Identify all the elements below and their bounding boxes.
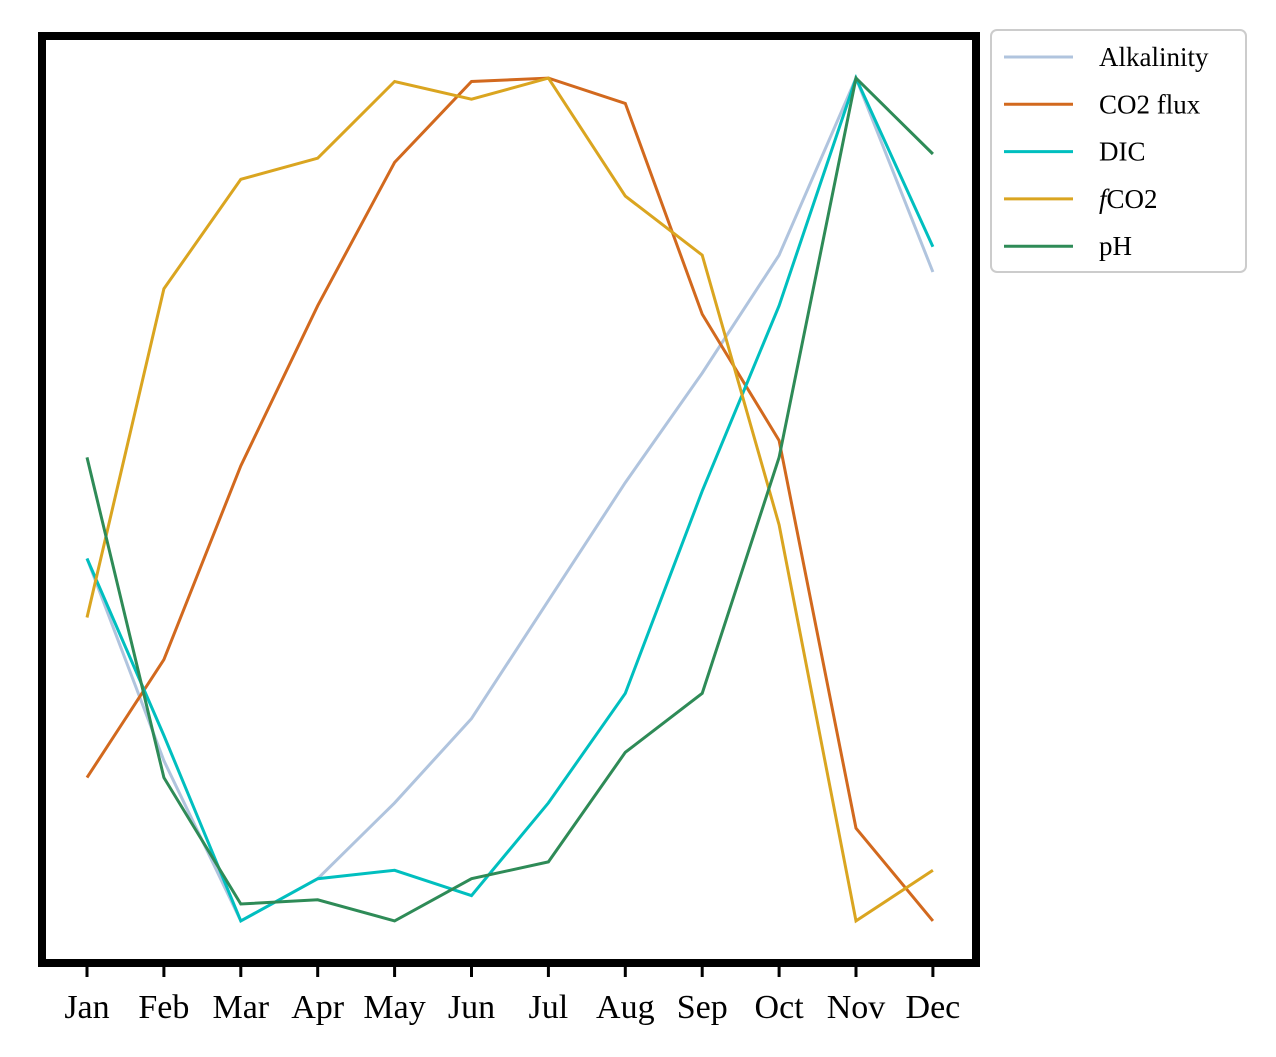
x-tick-label-feb: Feb	[138, 989, 189, 1026]
x-tick-label-may: May	[363, 989, 425, 1026]
x-tick-label-sep: Sep	[677, 989, 728, 1026]
series-layer	[85, 74, 935, 924]
x-tick-label-aug: Aug	[596, 989, 655, 1026]
x-tick-label-dec: Dec	[906, 989, 961, 1026]
legend-label-fco2: fCO2	[1099, 184, 1158, 214]
x-axis: Jan Feb Mar Apr May Jun Jul Aug Sep Oct Nov Dec	[64, 967, 960, 1026]
x-tick-label-jul: Jul	[529, 989, 569, 1026]
legend-label-ph: pH	[1099, 231, 1132, 261]
x-tick-label-apr: Apr	[291, 989, 345, 1026]
legend-label-dic: DIC	[1099, 137, 1146, 167]
legend-label-co2-flux: CO2 flux	[1099, 89, 1201, 119]
x-tick-label-oct: Oct	[755, 989, 805, 1026]
legend-box	[990, 29, 1247, 273]
series-line-ph	[85, 75, 934, 923]
series-line-co2-flux	[85, 76, 935, 922]
x-tick-label-nov: Nov	[827, 989, 886, 1026]
plot-frame	[38, 32, 980, 967]
legend-label-alkalinity: Alkalinity	[1099, 42, 1209, 72]
series-line-alkalinity	[85, 74, 935, 923]
series-line-dic	[85, 74, 935, 924]
legend: Alkalinity CO2 flux DIC fCO2 pH	[990, 29, 1247, 273]
x-tick-label-jan: Jan	[64, 989, 109, 1026]
x-tick-label-jun: Jun	[448, 989, 495, 1026]
x-tick-label-mar: Mar	[212, 989, 269, 1026]
series-line-fco2	[85, 76, 934, 924]
